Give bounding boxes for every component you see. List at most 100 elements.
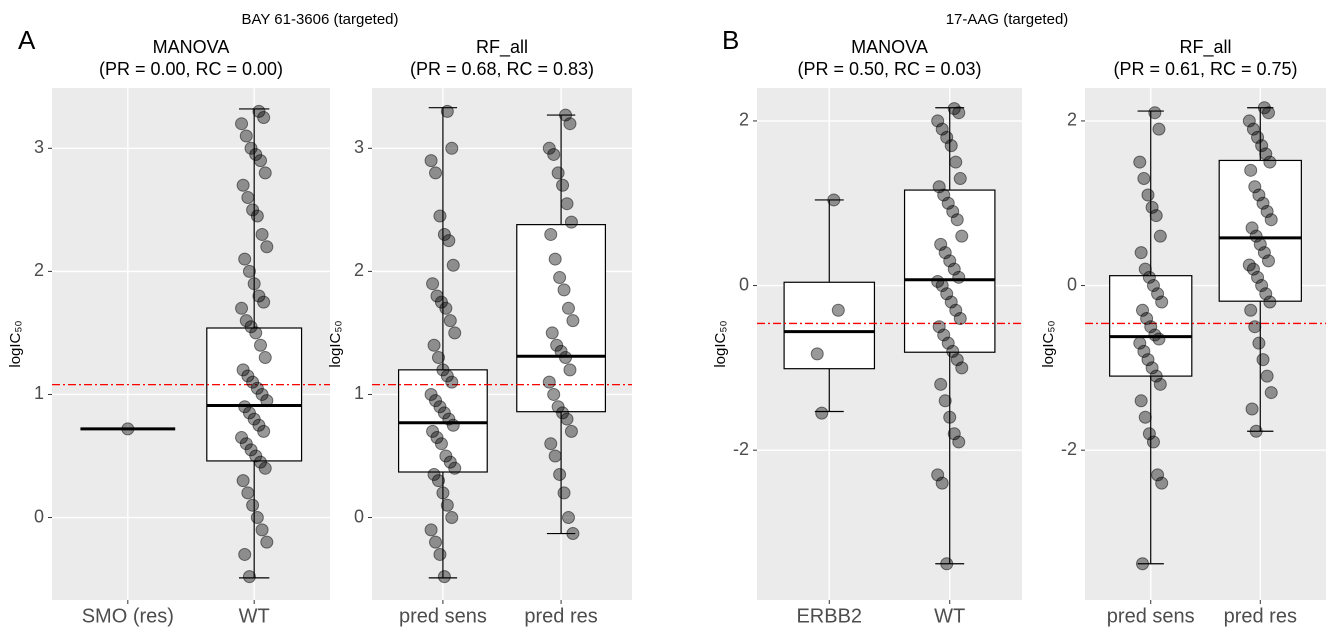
data-point	[238, 252, 252, 266]
data-point	[827, 193, 841, 207]
data-point	[946, 344, 960, 358]
y-tick-label: 0	[354, 506, 364, 526]
data-point	[934, 237, 948, 251]
data-point	[258, 166, 272, 180]
data-point	[436, 486, 450, 500]
data-point	[442, 234, 456, 248]
chart-subtitle: (PR = 0.68, RC = 0.83)	[410, 59, 594, 79]
data-point	[429, 535, 443, 549]
x-tick-label: WT	[239, 605, 270, 627]
data-point	[260, 535, 274, 549]
box	[783, 281, 876, 370]
y-axis-label: logIC₅₀	[327, 320, 344, 367]
x-tick-label: ERBB2	[796, 605, 862, 627]
data-point	[1264, 213, 1278, 227]
data-point	[255, 523, 269, 537]
data-point	[1253, 237, 1267, 251]
data-point	[1256, 196, 1270, 210]
data-point	[1152, 332, 1166, 346]
y-tick-label: 3	[354, 137, 364, 157]
data-point	[950, 353, 964, 367]
data-point	[1133, 155, 1147, 169]
data-point	[1259, 287, 1273, 301]
data-point	[236, 474, 250, 488]
chart-title: MANOVA	[851, 37, 928, 57]
data-point	[1245, 402, 1259, 416]
data-point	[433, 209, 447, 223]
data-point	[1137, 172, 1151, 186]
data-point	[1248, 180, 1262, 194]
data-point	[943, 410, 957, 424]
data-point	[940, 557, 954, 571]
data-point	[560, 197, 574, 211]
data-point	[1260, 204, 1274, 218]
data-point	[551, 166, 565, 180]
data-point	[1260, 369, 1274, 383]
data-point	[257, 111, 271, 125]
data-point	[931, 114, 945, 128]
y-axis-label: logIC₅₀	[7, 320, 24, 367]
data-point	[1145, 361, 1159, 375]
data-point	[446, 418, 460, 432]
data-point	[260, 394, 274, 408]
data-point	[254, 338, 267, 352]
data-point	[950, 213, 964, 227]
y-axis-label: logIC₅₀	[712, 320, 729, 367]
data-point	[1136, 303, 1150, 317]
data-point	[949, 155, 963, 169]
data-point	[1149, 369, 1163, 383]
data-point	[953, 311, 967, 325]
data-point	[1264, 386, 1278, 400]
data-point	[1263, 295, 1277, 309]
data-point	[255, 227, 269, 241]
data-point	[247, 277, 261, 291]
data-point	[1137, 344, 1151, 358]
data-point	[439, 301, 453, 315]
data-point	[445, 511, 459, 525]
data-point	[542, 375, 556, 389]
data-point	[810, 347, 824, 361]
data-point	[815, 406, 829, 420]
data-point	[1259, 147, 1273, 161]
data-point	[1263, 155, 1277, 169]
data-point	[934, 377, 948, 391]
data-point	[564, 215, 578, 229]
data-point	[1155, 295, 1169, 309]
data-point	[931, 468, 945, 482]
data-point	[952, 270, 966, 284]
data-point	[238, 547, 252, 561]
data-point	[426, 277, 440, 291]
data-point	[1246, 122, 1260, 136]
x-tick-label: SMO (res)	[82, 605, 174, 627]
data-point	[236, 178, 250, 192]
data-point	[1138, 262, 1152, 276]
data-point	[254, 154, 267, 168]
data-point	[434, 437, 448, 451]
data-point	[440, 498, 454, 512]
data-point	[1251, 270, 1265, 284]
data-point	[1151, 468, 1165, 482]
y-tick-label: 3	[34, 137, 44, 157]
data-point	[560, 412, 574, 426]
data-point	[944, 295, 958, 309]
data-point	[947, 262, 961, 276]
data-point	[440, 104, 454, 118]
data-point	[257, 424, 271, 438]
x-tick-label: pred sens	[1107, 605, 1195, 627]
data-point	[1249, 229, 1263, 243]
y-tick-label: 0	[1067, 274, 1077, 294]
data-point	[935, 476, 949, 490]
x-tick-label: pred sens	[399, 605, 487, 627]
data-point	[1141, 353, 1155, 367]
data-point	[1245, 221, 1259, 235]
data-point	[566, 527, 580, 541]
data-point	[1146, 279, 1160, 293]
data-point	[1252, 336, 1266, 350]
chart-subtitle: (PR = 0.61, RC = 0.75)	[1113, 59, 1297, 79]
data-point	[941, 196, 955, 210]
chart-title: RF_all	[476, 37, 528, 58]
data-point	[235, 117, 249, 131]
data-point	[448, 461, 462, 475]
data-point	[1153, 229, 1167, 243]
data-point	[1261, 254, 1275, 268]
